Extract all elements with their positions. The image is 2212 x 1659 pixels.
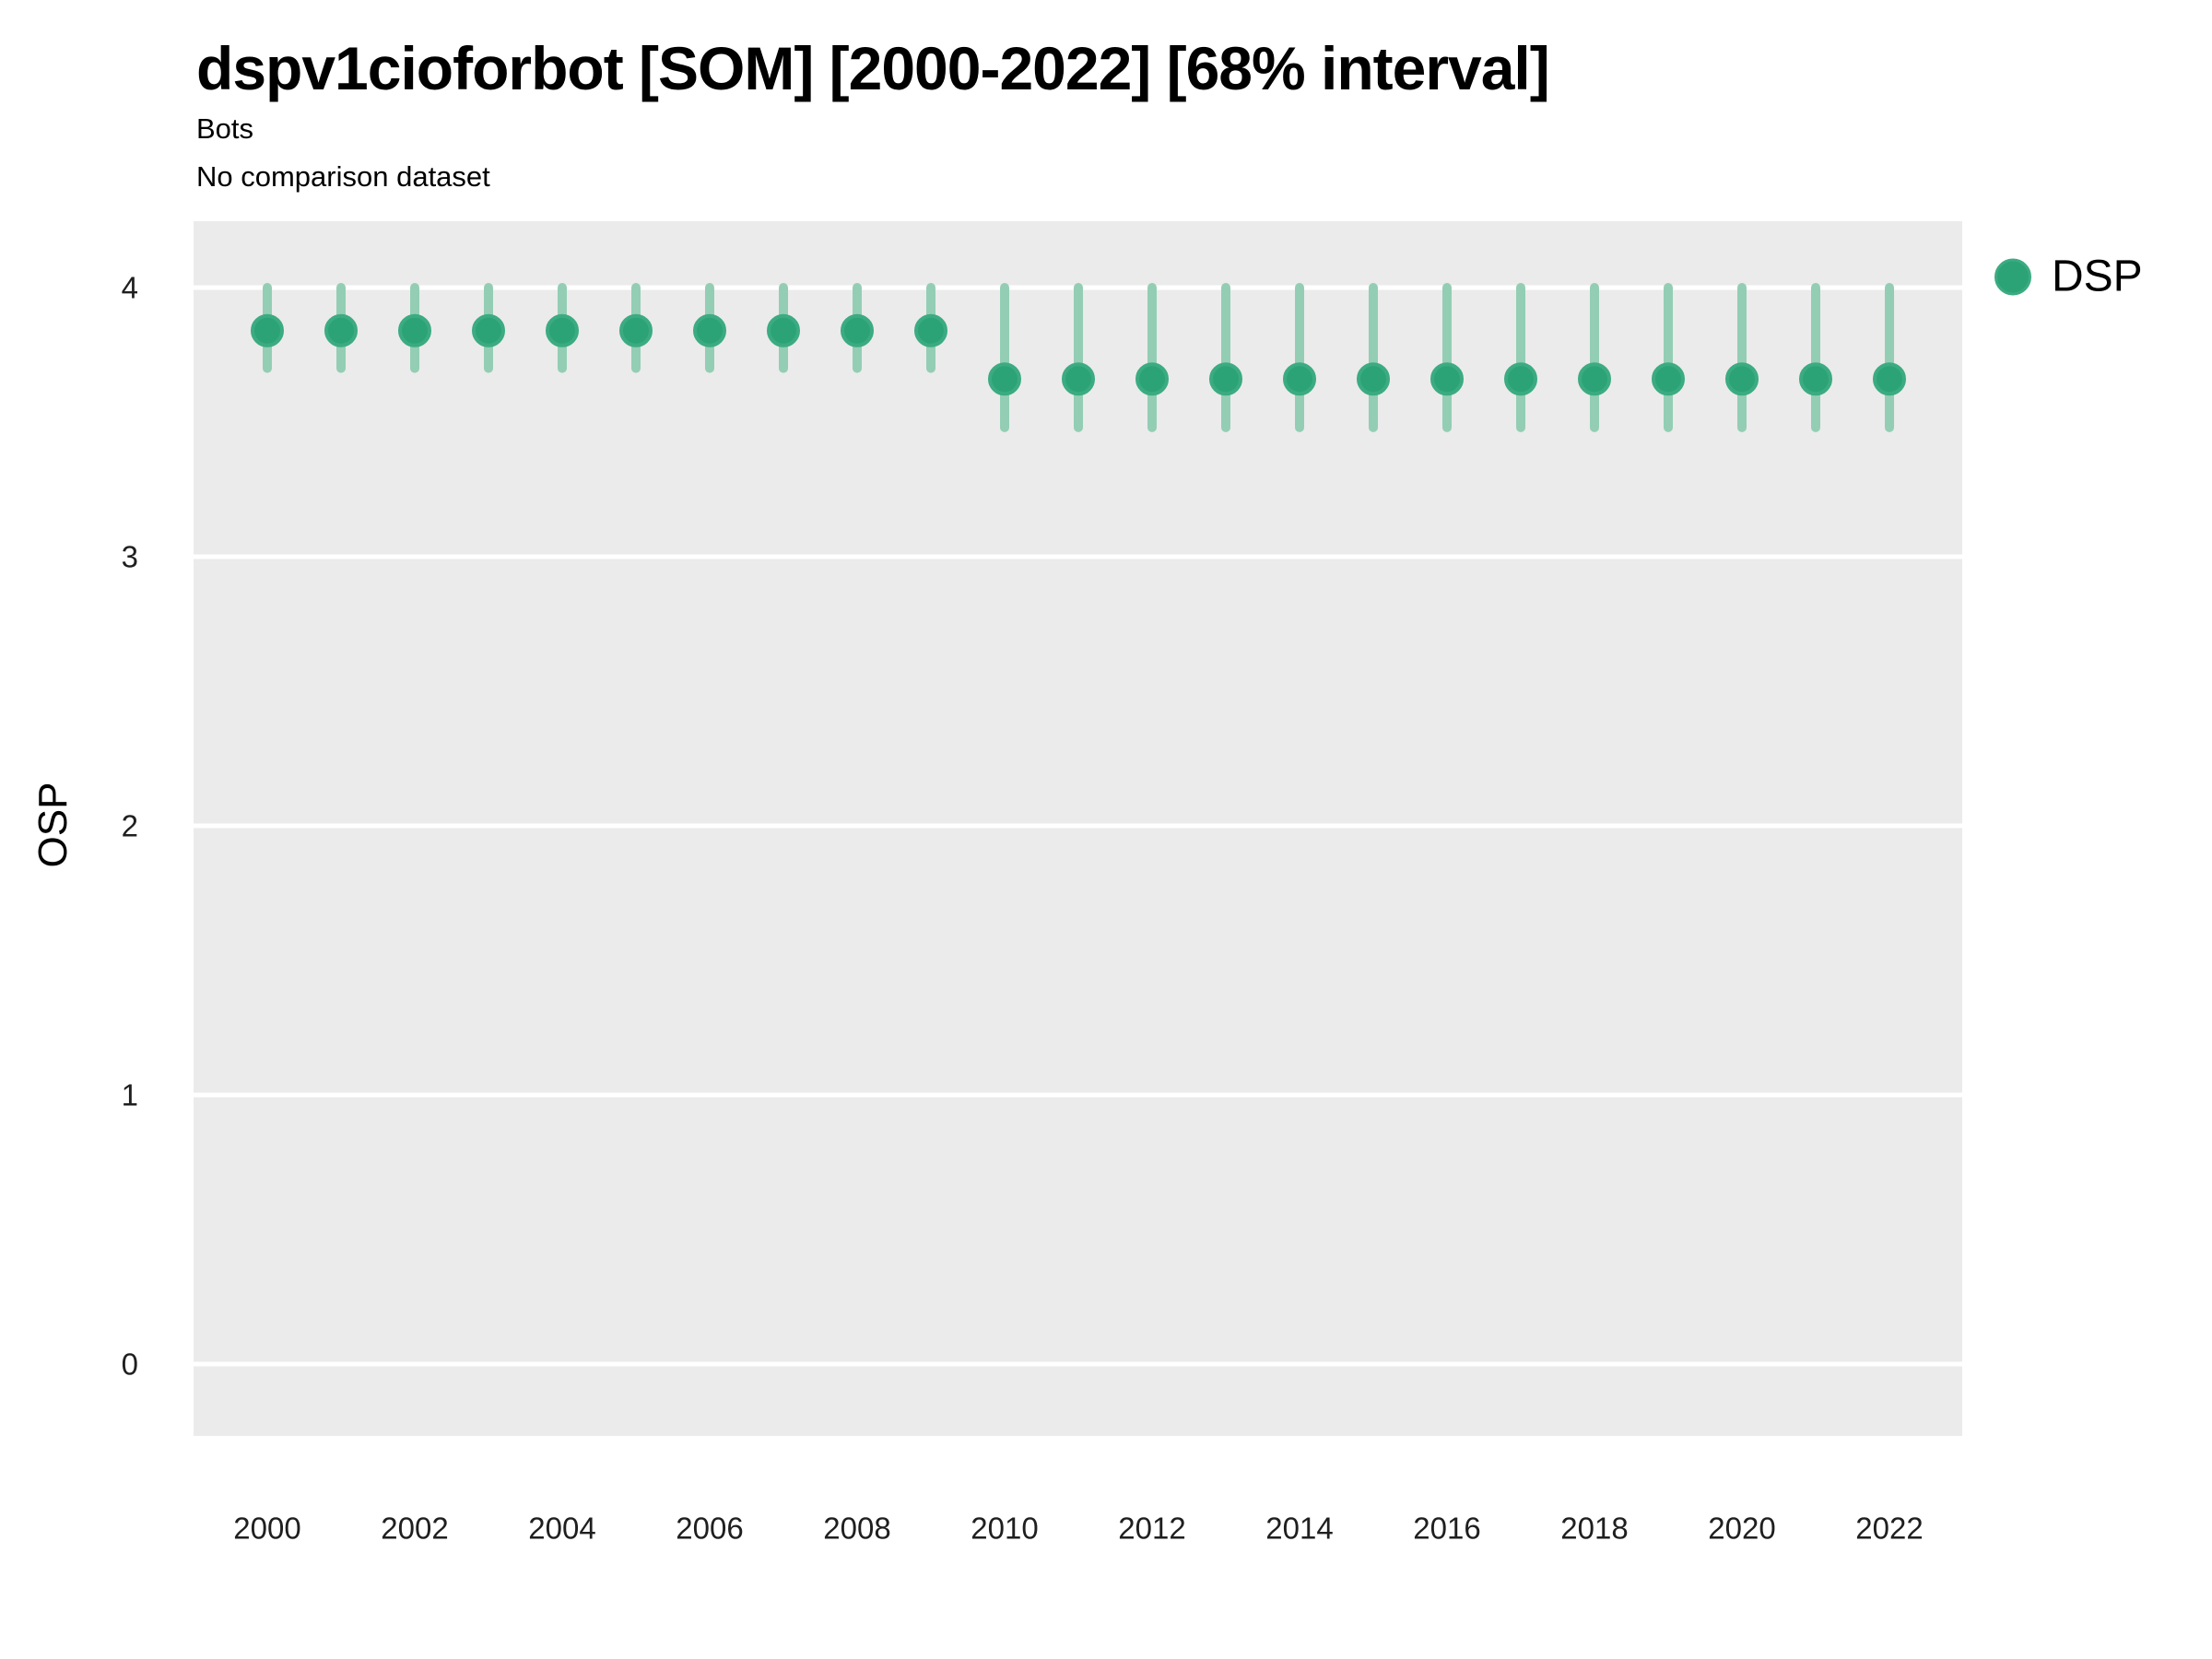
data-point-2014 [1283,362,1316,396]
data-point-2007 [767,313,800,347]
y-tick-label-1: 1 [122,1078,138,1112]
x-tick-label-2000: 2000 [233,1512,300,1546]
x-tick-label-2016: 2016 [1413,1512,1480,1546]
x-tick-label-2018: 2018 [1560,1512,1628,1546]
chart-subtitle-line1: Bots [196,112,254,145]
x-tick-label-2008: 2008 [823,1512,890,1546]
x-tick-label-2010: 2010 [971,1512,1038,1546]
legend-dsp-dot-icon [1994,258,2031,295]
y-axis-title: OSP [30,782,76,868]
x-tick-label-2002: 2002 [381,1512,448,1546]
data-point-2003 [472,313,505,347]
data-point-2002 [398,313,431,347]
data-point-2019 [1652,362,1685,396]
data-point-2011 [1062,362,1095,396]
y-tick-label-3: 3 [122,540,138,574]
data-point-2009 [914,313,947,347]
data-point-2021 [1799,362,1832,396]
data-point-2006 [693,313,726,347]
data-point-2012 [1135,362,1169,396]
data-point-2015 [1357,362,1390,396]
data-point-2017 [1504,362,1537,396]
data-point-2022 [1873,362,1906,396]
chart-title: dspv1cioforbot [SOM] [2000-2022] [68% in… [196,34,1550,102]
x-tick-label-2022: 2022 [1855,1512,1923,1546]
x-tick-label-2006: 2006 [676,1512,743,1546]
x-tick-label-2004: 2004 [528,1512,595,1546]
data-point-2018 [1578,362,1611,396]
data-point-2020 [1725,362,1759,396]
y-tick-label-4: 4 [122,271,138,305]
legend-dsp-label: DSP [2052,252,2143,301]
y-tick-label-2: 2 [122,809,138,843]
x-tick-label-2012: 2012 [1118,1512,1185,1546]
x-tick-label-2020: 2020 [1708,1512,1775,1546]
legend: DSP [1994,252,2143,302]
y-tick-label-0: 0 [122,1347,138,1382]
data-point-2000 [251,313,284,347]
data-point-2001 [324,313,358,347]
data-point-2008 [841,313,874,347]
data-point-2004 [546,313,579,347]
x-tick-label-2014: 2014 [1265,1512,1333,1546]
chart-subtitle-line2: No comparison dataset [196,160,490,193]
data-point-2013 [1209,362,1242,396]
data-point-2005 [619,313,653,347]
data-point-2010 [988,362,1021,396]
data-point-2016 [1430,362,1464,396]
